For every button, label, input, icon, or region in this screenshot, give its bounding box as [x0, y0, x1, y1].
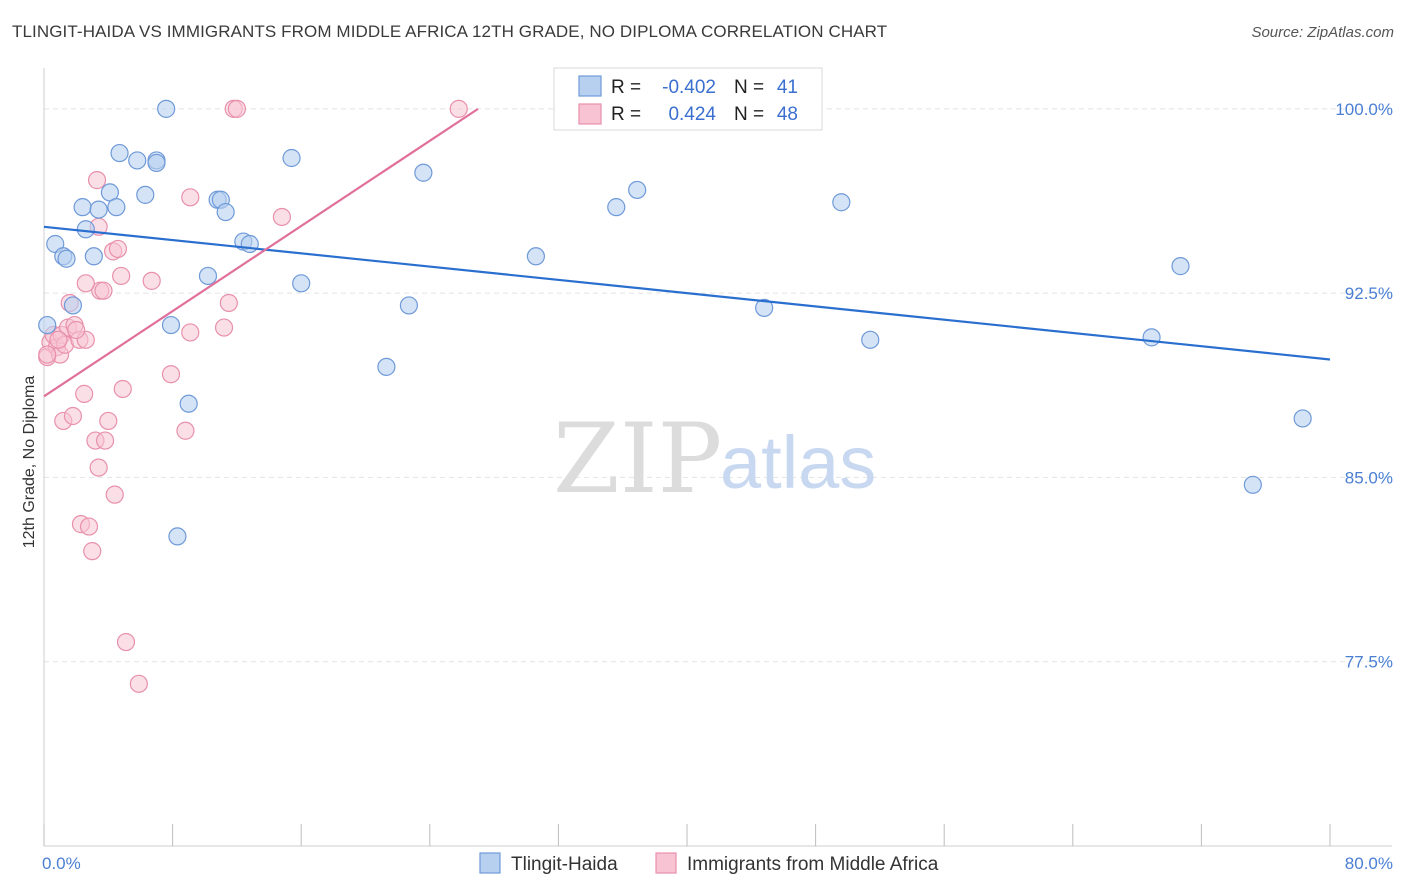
tlingit-point-17 [161, 315, 181, 335]
series-legend: Tlingit-Haida Immigrants from Middle Afr… [479, 852, 939, 875]
tlingit-point-10 [107, 198, 126, 217]
tlingit-point-26 [282, 148, 301, 168]
axes [43, 68, 1392, 847]
y-tick-label-1: 85.0% [1345, 468, 1393, 487]
immigrants-point-17 [83, 542, 102, 561]
x-tick-label-1: 80.0% [1345, 854, 1393, 873]
immigrants-point-47 [67, 320, 86, 340]
tlingit-point-28 [377, 357, 396, 376]
series-tlingit-haida-points [38, 99, 1312, 546]
immigrants-point-43 [272, 207, 292, 227]
tlingit-point-23 [216, 202, 235, 222]
watermark-zip: ZIP [553, 403, 722, 515]
immigrants-point-16 [79, 517, 99, 536]
tlingit-point-12 [128, 151, 147, 170]
tlingit-point-38 [1171, 257, 1190, 276]
tlingit-point-0 [38, 315, 57, 335]
tlingit-point-29 [399, 296, 419, 315]
immigrants-point-32 [116, 632, 136, 652]
tlingit-trend-line [43, 225, 1331, 361]
legend-n-value-2: 48 [777, 104, 798, 125]
immigrants-point-37 [181, 188, 200, 207]
tlingit-point-13 [136, 185, 155, 204]
immigrants-point-28 [105, 485, 124, 504]
immigrants-point-30 [112, 266, 131, 286]
tlingit-point-16 [157, 99, 176, 118]
immigrants-point-35 [161, 365, 181, 384]
immigrants-point-45 [38, 345, 57, 364]
tlingit-point-8 [89, 200, 108, 219]
tlingit-point-20 [198, 266, 218, 286]
legend-swatch-tlingit [578, 75, 602, 97]
source-label: Source: ZipAtlas.com [1251, 24, 1394, 41]
tlingit-point-40 [1243, 475, 1262, 494]
immigrants-point-39 [214, 318, 234, 337]
tlingit-point-6 [76, 220, 95, 239]
immigrants-point-20 [87, 171, 107, 190]
immigrants-point-46 [49, 330, 68, 349]
tlingit-point-32 [607, 198, 626, 217]
legend-n-label-2: N = [734, 104, 764, 125]
tlingit-point-18 [168, 527, 187, 546]
tlingit-point-15 [147, 153, 166, 173]
immigrants-point-34 [142, 271, 161, 290]
legend-r-value-2: 0.424 [668, 104, 716, 125]
y-axis-label: 12th Grade, No Diploma [21, 376, 38, 549]
y-tick-label-0: 77.5% [1345, 653, 1393, 672]
watermark-atlas: atlas [720, 421, 876, 504]
tlingit-point-3 [57, 249, 76, 268]
immigrants-point-38 [181, 323, 200, 342]
immigrants-point-26 [99, 411, 118, 431]
immigrants-point-14 [75, 384, 94, 403]
tlingit-point-25 [240, 234, 259, 254]
y-tick-label-3: 100.0% [1335, 100, 1393, 119]
tick-labels: 77.5% 85.0% 92.5% 100.0% 0.0% 80.0% [42, 100, 1393, 873]
tlingit-point-35 [832, 193, 851, 212]
immigrants-point-36 [176, 421, 195, 440]
tlingit-point-30 [414, 163, 433, 182]
bottom-legend-swatch-immigrants [655, 852, 677, 874]
tlingit-point-4 [63, 296, 83, 315]
chart-title: TLINGIT-HAIDA VS IMMIGRANTS FROM MIDDLE … [12, 22, 888, 41]
gridlines [44, 108, 1392, 663]
tlingit-point-5 [73, 198, 92, 217]
immigrants-point-42 [227, 99, 246, 118]
trend-lines [43, 107, 1331, 398]
legend-r-label-2: R = [611, 104, 641, 125]
tlingit-point-37 [1142, 328, 1161, 347]
immigrants-point-25 [95, 431, 115, 450]
tlingit-point-19 [179, 394, 198, 413]
legend-n-value-1: 41 [777, 77, 798, 98]
y-tick-label-2: 92.5% [1345, 284, 1393, 303]
tlingit-point-27 [292, 274, 311, 293]
immigrants-point-19 [89, 458, 108, 477]
watermark: ZIP atlas [553, 403, 876, 515]
immigrants-point-24 [76, 274, 95, 293]
legend-swatch-immigrants [578, 103, 602, 125]
tlingit-point-39 [1293, 409, 1312, 428]
legend-r-label-1: R = [611, 77, 641, 98]
immigrants-point-40 [219, 293, 238, 313]
tlingit-point-33 [628, 180, 647, 200]
immigrants-point-44 [449, 99, 468, 118]
bottom-legend-immigrants: Immigrants from Middle Africa [687, 854, 939, 875]
legend-r-value-1: -0.402 [662, 77, 716, 98]
tlingit-point-11 [110, 143, 129, 163]
immigrants-point-33 [129, 674, 148, 693]
tlingit-point-34 [755, 298, 774, 317]
bottom-legend-swatch-tlingit [479, 852, 501, 874]
immigrants-point-29 [108, 239, 128, 259]
immigrants-point-13 [63, 406, 83, 426]
immigrants-point-23 [94, 281, 113, 300]
x-tick-label-0: 0.0% [42, 854, 81, 873]
tlingit-point-36 [861, 330, 880, 349]
immigrants-point-31 [113, 379, 132, 399]
tlingit-point-7 [84, 247, 103, 266]
tlingit-point-31 [526, 247, 545, 266]
legend-n-label-1: N = [734, 77, 764, 98]
stats-legend: R = -0.402 N = 41 R = 0.424 N = 48 [553, 67, 823, 131]
immigrants-trend-line [43, 107, 479, 398]
bottom-legend-tlingit: Tlingit-Haida [511, 854, 618, 875]
